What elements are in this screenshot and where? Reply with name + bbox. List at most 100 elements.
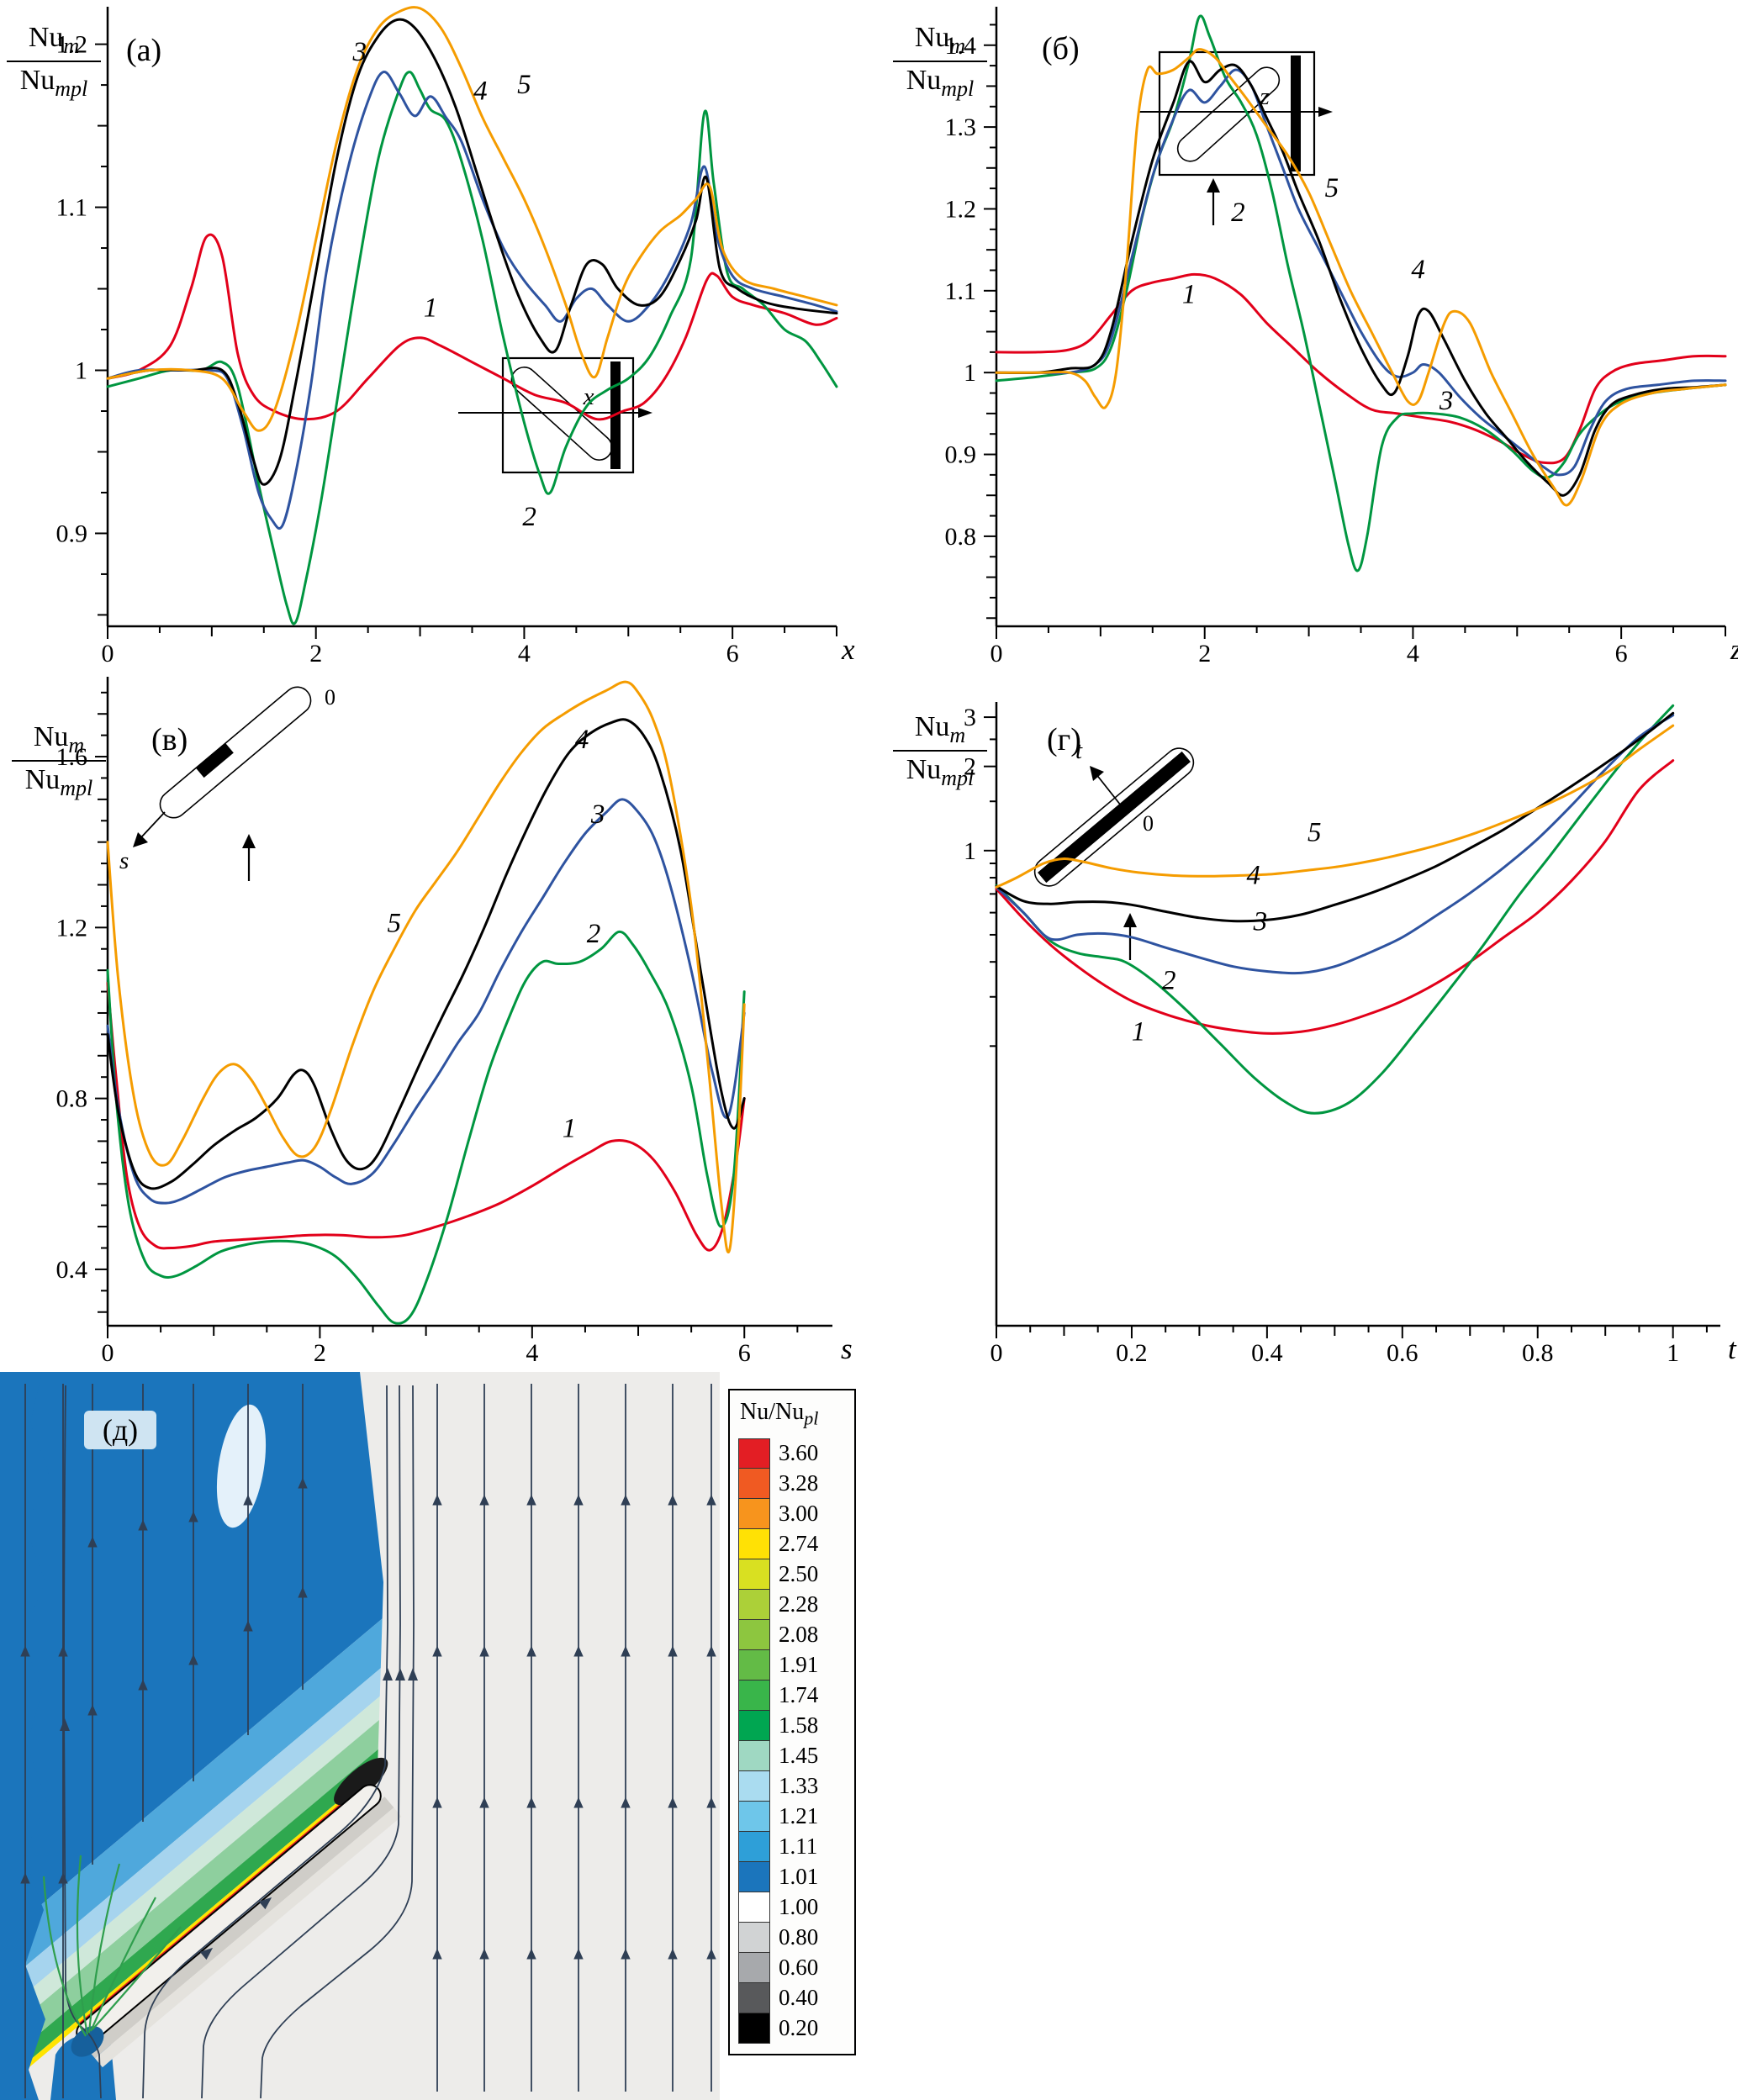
x-tick-label: 0 (991, 640, 1003, 667)
curve-3 (995, 714, 1675, 975)
legend-value: 1.21 (779, 1803, 819, 1829)
legend-row: 2.74 (738, 1528, 854, 1559)
inset-axis-label-b: z (1259, 83, 1269, 110)
arrow-right-icon (638, 408, 652, 418)
y-tick-label: 3 (964, 704, 976, 731)
y-tick-label: 1.1 (56, 194, 88, 222)
legend-row: 1.45 (738, 1740, 854, 1771)
plate-lower-tip-zone (71, 2026, 104, 2057)
legend-swatch (738, 1710, 770, 1741)
x-tick-label: 4 (1407, 640, 1419, 667)
curve-1 (995, 272, 1727, 465)
y-tick-label: 1.2 (56, 31, 88, 59)
y-tick-label: 1.1 (945, 277, 977, 305)
curve-number-label: 2 (522, 502, 536, 532)
x-tick-label: 0.4 (1251, 1339, 1283, 1367)
arrow-up-left-icon (1090, 766, 1104, 781)
legend-value: 2.50 (779, 1561, 819, 1587)
curve-number-label: 3 (351, 37, 367, 67)
legend-value: 3.00 (779, 1501, 819, 1527)
legend-row: 1.01 (738, 1861, 854, 1892)
legend-row: 2.28 (738, 1589, 854, 1620)
inset-axis-label-v: s (119, 847, 129, 874)
legend-value: 0.80 (779, 1924, 819, 1950)
legend-value: 0.20 (779, 2015, 819, 2041)
inset-geometry-a: x (458, 356, 652, 474)
legend-value: 1.45 (779, 1743, 819, 1769)
curve-5 (106, 680, 746, 1253)
flow-white-notch (216, 1404, 267, 1528)
legend-swatch (738, 1680, 770, 1711)
legend-swatch (738, 2013, 770, 2044)
colorbar-rows: 3.60 3.28 3.00 2.74 2.50 2.28 2.08 1.91 1.74 1.58… (738, 1438, 854, 2044)
legend-swatch (738, 1952, 770, 1983)
y-axis-label-b: Num Numpl (893, 22, 987, 101)
legend-row: 2.50 (738, 1559, 854, 1590)
y-tick-label: 0.8 (56, 1085, 88, 1113)
legend-swatch (738, 1559, 770, 1590)
plot-b: 0 2 4 6 0.8 0.9 1 1.1 1.2 1.3 1.4 1 2 5 4 3 (945, 7, 1727, 667)
streamlines (20, 1384, 716, 2099)
curve-1 (995, 759, 1675, 1035)
curve-number-label: 4 (1247, 860, 1261, 890)
legend-row: 1.21 (738, 1801, 854, 1832)
curve-number-label: 5 (388, 908, 402, 938)
inset-heated-wall (1291, 55, 1301, 171)
legend-swatch (738, 1649, 770, 1681)
curve-4 (995, 711, 1675, 923)
flow-visualization-panel: (д) (0, 1372, 720, 2100)
y-axis-label-a: Num Numpl (7, 22, 101, 101)
x-axis-var-v: s (841, 1332, 853, 1365)
legend-value: 2.08 (779, 1622, 819, 1648)
curve-number-label: 3 (1253, 906, 1268, 937)
y-tick-label: 0.4 (56, 1256, 88, 1284)
arrow-up-icon (1123, 913, 1137, 927)
arrow-up-icon (242, 834, 256, 848)
legend-row: 1.00 (738, 1892, 854, 1923)
curve-3 (106, 71, 838, 530)
legend-value: 1.11 (779, 1834, 818, 1860)
x-tick-label: 1 (1667, 1339, 1679, 1367)
x-axis-var-g: t (1728, 1332, 1737, 1365)
legend-swatch (738, 1740, 770, 1771)
legend-value: 2.74 (779, 1531, 819, 1557)
chart-panel-b: (б) z z 0 2 4 6 0.8 0.9 1 1.1 1.2 1.3 1.4 1 2 5 4 3 (945, 7, 1738, 667)
x-tick-label: 2 (1198, 640, 1211, 667)
curve-1 (106, 233, 838, 421)
legend-swatch (738, 1468, 770, 1499)
legend-row: 1.74 (738, 1680, 854, 1711)
curve-5 (106, 6, 838, 432)
y-tick-label: 1.4 (945, 32, 977, 60)
curve-number-label: 4 (575, 725, 589, 755)
x-tick-label: 2 (314, 1339, 326, 1367)
y-tick-label: 1 (964, 359, 976, 387)
inset-zero-label-g: 0 (1143, 811, 1154, 836)
x-tick-label: 0 (102, 640, 114, 667)
x-tick-label: 0.2 (1116, 1339, 1148, 1367)
y-axis-label-g: Num Numpl (893, 711, 987, 790)
legend-row: 3.60 (738, 1438, 854, 1469)
legend-row: 3.28 (738, 1468, 854, 1499)
legend-swatch (738, 1438, 770, 1469)
colorbar-legend: Nu/Nupl 3.60 3.28 3.00 2.74 2.50 2.28 2.08 1.91… (728, 1389, 856, 2055)
curve-number-label: 1 (1132, 1016, 1146, 1047)
legend-value: 1.33 (779, 1773, 819, 1799)
plate-gray-band (85, 1797, 394, 2059)
legend-value: 0.60 (779, 1955, 819, 1981)
flow-label-backdrop (84, 1411, 156, 1449)
y-tick-label: 0.9 (945, 441, 977, 469)
x-tick-label: 6 (1615, 640, 1628, 667)
legend-value: 1.58 (779, 1712, 819, 1739)
curve-4 (995, 60, 1727, 497)
legend-value: 3.28 (779, 1470, 819, 1496)
panel-label-g: (г) (1047, 722, 1081, 757)
panel-label-v: (в) (151, 722, 188, 757)
legend-row: 0.60 (738, 1952, 854, 1983)
curve-number-label: 1 (424, 293, 438, 324)
legend-row: 0.20 (738, 2013, 854, 2044)
tip-fan-streamlines (42, 1855, 182, 2037)
inset-axis-line (1095, 773, 1122, 806)
